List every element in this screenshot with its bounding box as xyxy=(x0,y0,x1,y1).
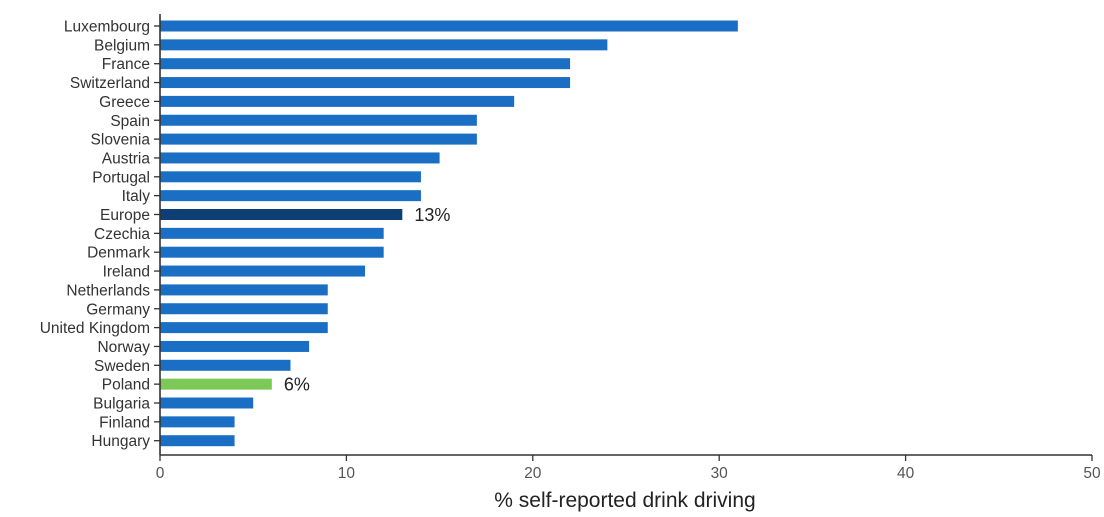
bar-luxembourg xyxy=(160,20,738,32)
x-tick-label: 10 xyxy=(338,465,356,482)
bar-denmark xyxy=(160,246,384,258)
category-label-bulgaria: Bulgaria xyxy=(93,396,150,413)
category-label-portugal: Portugal xyxy=(92,169,150,186)
bar-ireland xyxy=(160,265,366,277)
category-label-spain: Spain xyxy=(110,113,150,130)
x-axis-title: % self-reported drink driving xyxy=(494,489,755,512)
bar-spain xyxy=(160,114,477,126)
bar-finland xyxy=(160,416,235,428)
bar-belgium xyxy=(160,39,608,51)
bar-poland xyxy=(160,378,272,390)
category-label-belgium: Belgium xyxy=(94,37,150,54)
category-label-greece: Greece xyxy=(99,94,150,111)
bar-switzerland xyxy=(160,77,571,89)
category-label-switzerland: Switzerland xyxy=(70,75,150,92)
annotation-poland: 6% xyxy=(284,375,310,395)
bar-portugal xyxy=(160,171,421,183)
axes: 0 10 20 30 40 50 xyxy=(154,14,1101,482)
x-tick-label: 30 xyxy=(711,465,729,482)
annotations: 13% 6% xyxy=(284,205,451,395)
category-label-luxembourg: Luxembourg xyxy=(64,19,150,36)
bar-austria xyxy=(160,152,440,164)
category-label-denmark: Denmark xyxy=(87,245,150,262)
category-label-hungary: Hungary xyxy=(91,433,150,450)
category-label-netherlands: Netherlands xyxy=(66,282,150,299)
x-tick-label: 50 xyxy=(1083,465,1101,482)
category-label-slovenia: Slovenia xyxy=(91,132,151,149)
bar-italy xyxy=(160,190,421,202)
bar-sweden xyxy=(160,359,291,371)
x-tick-label: 0 xyxy=(156,465,165,482)
category-label-sweden: Sweden xyxy=(94,358,150,375)
category-label-czechia: Czechia xyxy=(94,226,150,243)
bar-united-kingdom xyxy=(160,322,328,334)
category-label-germany: Germany xyxy=(86,301,150,318)
bar-germany xyxy=(160,303,328,315)
bar-norway xyxy=(160,340,310,352)
bar-greece xyxy=(160,95,515,107)
category-label-france: France xyxy=(102,56,150,73)
category-label-united-kingdom: United Kingdom xyxy=(40,320,150,337)
annotation-europe: 13% xyxy=(414,205,450,225)
category-label-europe: Europe xyxy=(100,207,150,224)
bar-czechia xyxy=(160,227,384,239)
x-tick-label: 20 xyxy=(524,465,542,482)
bar-slovenia xyxy=(160,133,477,145)
bar-netherlands xyxy=(160,284,328,296)
bar-bulgaria xyxy=(160,397,254,409)
category-label-austria: Austria xyxy=(102,150,151,167)
bar-france xyxy=(160,58,571,70)
bar-europe xyxy=(160,209,403,220)
category-label-italy: Italy xyxy=(122,188,151,205)
x-tick-label: 40 xyxy=(897,465,915,482)
bar-hungary xyxy=(160,435,235,447)
category-label-ireland: Ireland xyxy=(103,264,150,281)
category-label-norway: Norway xyxy=(97,339,150,356)
category-label-finland: Finland xyxy=(99,414,150,431)
category-label-poland: Poland xyxy=(102,377,150,394)
bars xyxy=(160,20,738,447)
